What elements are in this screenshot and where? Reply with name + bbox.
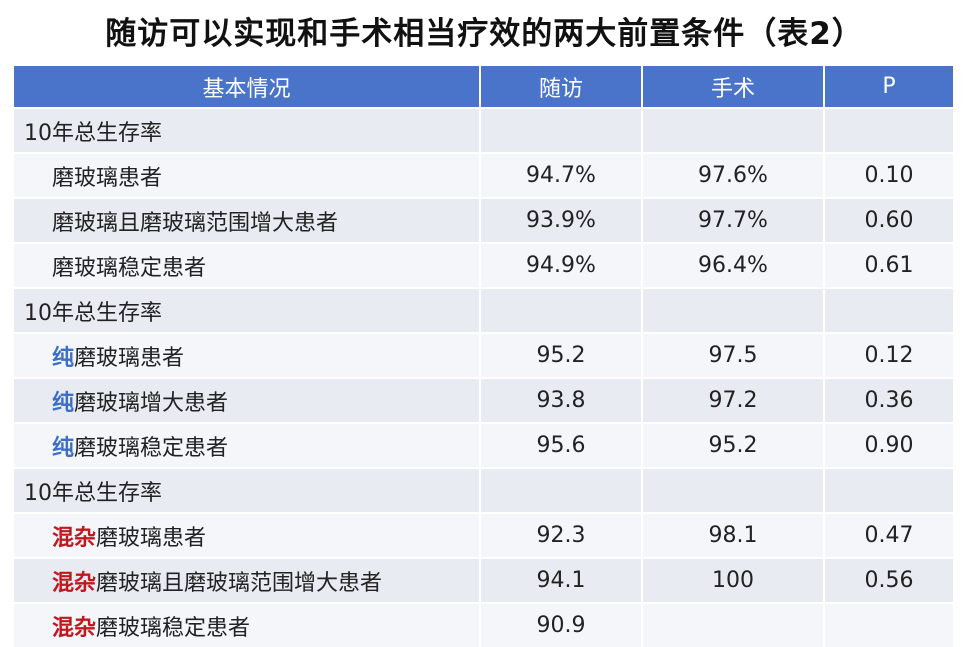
table-header-row: 基本情况 随访 手术 P [14,66,953,108]
row-prefix: 纯 [52,345,75,371]
section-row: 10年总生存率 [14,107,953,153]
row-label: 混杂磨玻璃患者 [14,512,481,558]
surgery-value: 97.6% [642,152,825,198]
row-label: 混杂磨玻璃稳定患者 [14,602,481,647]
section-row: 10年总生存率 [14,467,953,513]
section-label: 10年总生存率 [14,107,481,153]
followup-value: 92.3 [480,512,643,558]
row-prefix: 混杂 [52,525,97,551]
table-row: 磨玻璃稳定患者 94.9% 96.4% 0.61 [14,242,953,288]
p-value: 0.90 [824,422,953,468]
row-label: 纯磨玻璃增大患者 [14,377,481,423]
row-prefix: 混杂 [52,570,97,596]
p-value: 0.36 [824,377,953,423]
surgery-value: 100 [642,557,825,603]
surgery-value: 95.2 [642,422,825,468]
header-surgery: 手术 [642,66,825,108]
p-value: 0.56 [824,557,953,603]
surgery-value: 97.7% [642,197,825,243]
followup-value: 90.9 [480,602,643,647]
followup-value: 93.8 [480,377,643,423]
p-value: 0.61 [824,242,953,288]
row-label: 混杂磨玻璃且磨玻璃范围增大患者 [14,557,481,603]
followup-value: 94.1 [480,557,643,603]
row-label: 磨玻璃且磨玻璃范围增大患者 [14,197,481,243]
surgery-value: 97.2 [642,377,825,423]
header-p: P [824,66,953,108]
followup-value: 95.6 [480,422,643,468]
table-row: 混杂磨玻璃患者 92.3 98.1 0.47 [14,512,953,558]
comparison-table: 基本情况 随访 手术 P 10年总生存率 磨玻璃患者 94.7% 97.6% 0… [14,66,953,647]
followup-value: 94.7% [480,152,643,198]
row-prefix: 纯 [52,435,75,461]
p-value: 0.12 [824,332,953,378]
table-row: 纯磨玻璃增大患者 93.8 97.2 0.36 [14,377,953,423]
row-label: 磨玻璃患者 [14,152,481,198]
section-row: 10年总生存率 [14,287,953,333]
p-value: 0.10 [824,152,953,198]
header-basic-info: 基本情况 [14,66,481,108]
followup-value: 95.2 [480,332,643,378]
section-label: 10年总生存率 [14,467,481,513]
table-row: 纯磨玻璃患者 95.2 97.5 0.12 [14,332,953,378]
row-label: 纯磨玻璃稳定患者 [14,422,481,468]
table-row: 磨玻璃且磨玻璃范围增大患者 93.9% 97.7% 0.60 [14,197,953,243]
page-title: 随访可以实现和手术相当疗效的两大前置条件（表2） [105,16,864,52]
table-row: 磨玻璃患者 94.7% 97.6% 0.10 [14,152,953,198]
p-value [824,602,953,647]
row-prefix: 纯 [52,390,75,416]
surgery-value: 97.5 [642,332,825,378]
table-row: 纯磨玻璃稳定患者 95.6 95.2 0.90 [14,422,953,468]
row-label: 纯磨玻璃患者 [14,332,481,378]
surgery-value: 96.4% [642,242,825,288]
section-label: 10年总生存率 [14,287,481,333]
row-label: 磨玻璃稳定患者 [14,242,481,288]
p-value: 0.60 [824,197,953,243]
table-row: 混杂磨玻璃且磨玻璃范围增大患者 94.1 100 0.56 [14,557,953,603]
p-value: 0.47 [824,512,953,558]
header-followup: 随访 [480,66,643,108]
followup-value: 93.9% [480,197,643,243]
followup-value: 94.9% [480,242,643,288]
surgery-value: 98.1 [642,512,825,558]
table-row: 混杂磨玻璃稳定患者 90.9 [14,602,953,647]
row-prefix: 混杂 [52,615,97,641]
surgery-value [642,602,825,647]
